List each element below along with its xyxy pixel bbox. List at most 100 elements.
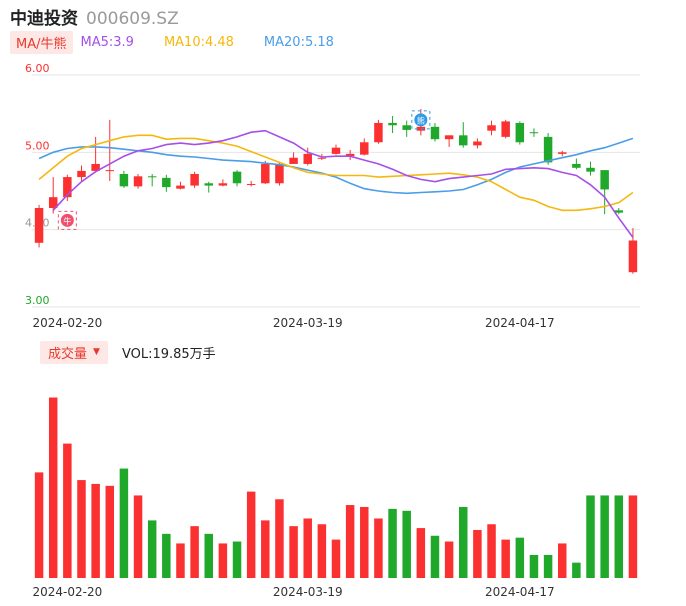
candle (204, 183, 213, 186)
price-chart[interactable]: 6.005.004.003.002024-02-202024-03-192024… (0, 0, 686, 330)
volume-bar (430, 535, 440, 578)
volume-bar (303, 518, 312, 578)
candle (515, 122, 525, 143)
candle (501, 121, 510, 137)
candle (487, 125, 496, 131)
volume-bar (176, 543, 185, 578)
ma-indicator-tag[interactable]: MA/牛熊 (10, 30, 73, 54)
volume-bar (572, 562, 581, 578)
volume-bar (501, 539, 510, 578)
volume-legend: 成交量 ▼ VOL:19.85万手 (40, 340, 216, 364)
candle (133, 176, 143, 187)
candle (614, 210, 624, 213)
stock-header: 中迪投资 000609.SZ (10, 4, 179, 29)
candle (430, 126, 440, 140)
volume-bar (218, 543, 228, 578)
candle (628, 240, 638, 273)
x-tick-label: 2024-04-17 (485, 316, 555, 330)
ma10-label: MA10:4.48 (163, 34, 234, 50)
volume-bar (119, 468, 129, 578)
volume-bar (529, 554, 539, 578)
ma5-line (52, 129, 634, 238)
candle (402, 125, 411, 130)
candle (388, 122, 397, 126)
candle (147, 176, 157, 178)
volume-bar (557, 543, 567, 578)
candle (331, 147, 341, 154)
volume-bar (586, 495, 595, 578)
volume-bar (388, 508, 397, 578)
candle (176, 185, 185, 189)
volume-bar (147, 520, 157, 578)
ma-legend: MA/牛熊 MA5:3.9 MA10:4.48 MA20:5.18 (10, 30, 356, 54)
volume-bar (105, 485, 115, 578)
volume-bar (600, 495, 609, 578)
x-tick-label: 2024-03-19 (273, 585, 343, 599)
candle (345, 153, 355, 157)
volume-bar (204, 533, 213, 578)
bear-icon-frame (411, 110, 431, 130)
candle (374, 122, 383, 143)
volume-indicator-tag[interactable]: 成交量 ▼ (40, 340, 108, 364)
candle (48, 197, 58, 209)
volume-value: VOL:19.85万手 (121, 346, 216, 362)
candle (218, 183, 228, 186)
volume-bar (275, 499, 284, 578)
candle (190, 173, 199, 186)
bear-icon-text: 熊 (417, 115, 425, 125)
y-tick-label: 3.00 (25, 294, 50, 307)
volume-bar (133, 495, 143, 578)
volume-bar (289, 526, 298, 578)
volume-bar (162, 533, 171, 578)
volume-bar (416, 528, 426, 578)
volume-tag-label: 成交量 (48, 346, 88, 362)
volume-chart[interactable]: 2024-02-20 2024-03-19 2024-04-17 (0, 366, 686, 606)
candle (162, 177, 171, 188)
stock-name: 中迪投资 (10, 9, 78, 29)
bull-icon-dot (60, 213, 74, 227)
volume-bar (360, 506, 369, 578)
candle (557, 152, 567, 154)
ma10-line (38, 134, 634, 212)
candle (91, 163, 100, 171)
volume-bar (459, 506, 468, 578)
volume-bar (515, 537, 525, 578)
bull-icon: 牛 (57, 210, 77, 230)
x-tick-label: 2024-04-17 (485, 585, 555, 599)
volume-bar (261, 520, 270, 578)
volume-bar (331, 539, 341, 578)
candle (543, 136, 553, 163)
volume-bar (614, 495, 624, 578)
volume-bar (232, 541, 242, 578)
candle (232, 171, 242, 184)
volume-bar (473, 530, 482, 578)
volume-bar (402, 510, 411, 578)
y-tick-label: 6.00 (25, 62, 50, 75)
stock-code: 000609.SZ (86, 9, 179, 29)
x-tick-label: 2024-02-20 (32, 585, 102, 599)
ma20-label: MA20:5.18 (263, 34, 334, 50)
candle (34, 208, 44, 243)
candle (600, 170, 609, 190)
volume-bar (374, 518, 383, 578)
volume-bar (190, 526, 199, 578)
candle (303, 153, 312, 164)
volume-bar (628, 495, 638, 578)
x-tick-label: 2024-03-19 (273, 316, 343, 330)
candle (275, 163, 284, 184)
candle (105, 170, 115, 172)
caret-down-icon: ▼ (93, 347, 100, 357)
candle (317, 157, 327, 159)
candle (444, 135, 454, 140)
volume-bar (487, 524, 496, 578)
volume-bar (77, 480, 86, 578)
candle (246, 184, 256, 186)
candle (77, 170, 86, 178)
candle (586, 167, 595, 172)
ma5-label: MA5:3.9 (80, 34, 134, 50)
volume-bar (543, 554, 553, 578)
bear-icon: 熊 (411, 110, 431, 130)
candle (63, 177, 72, 198)
candle (289, 157, 298, 164)
volume-bar (317, 524, 327, 578)
